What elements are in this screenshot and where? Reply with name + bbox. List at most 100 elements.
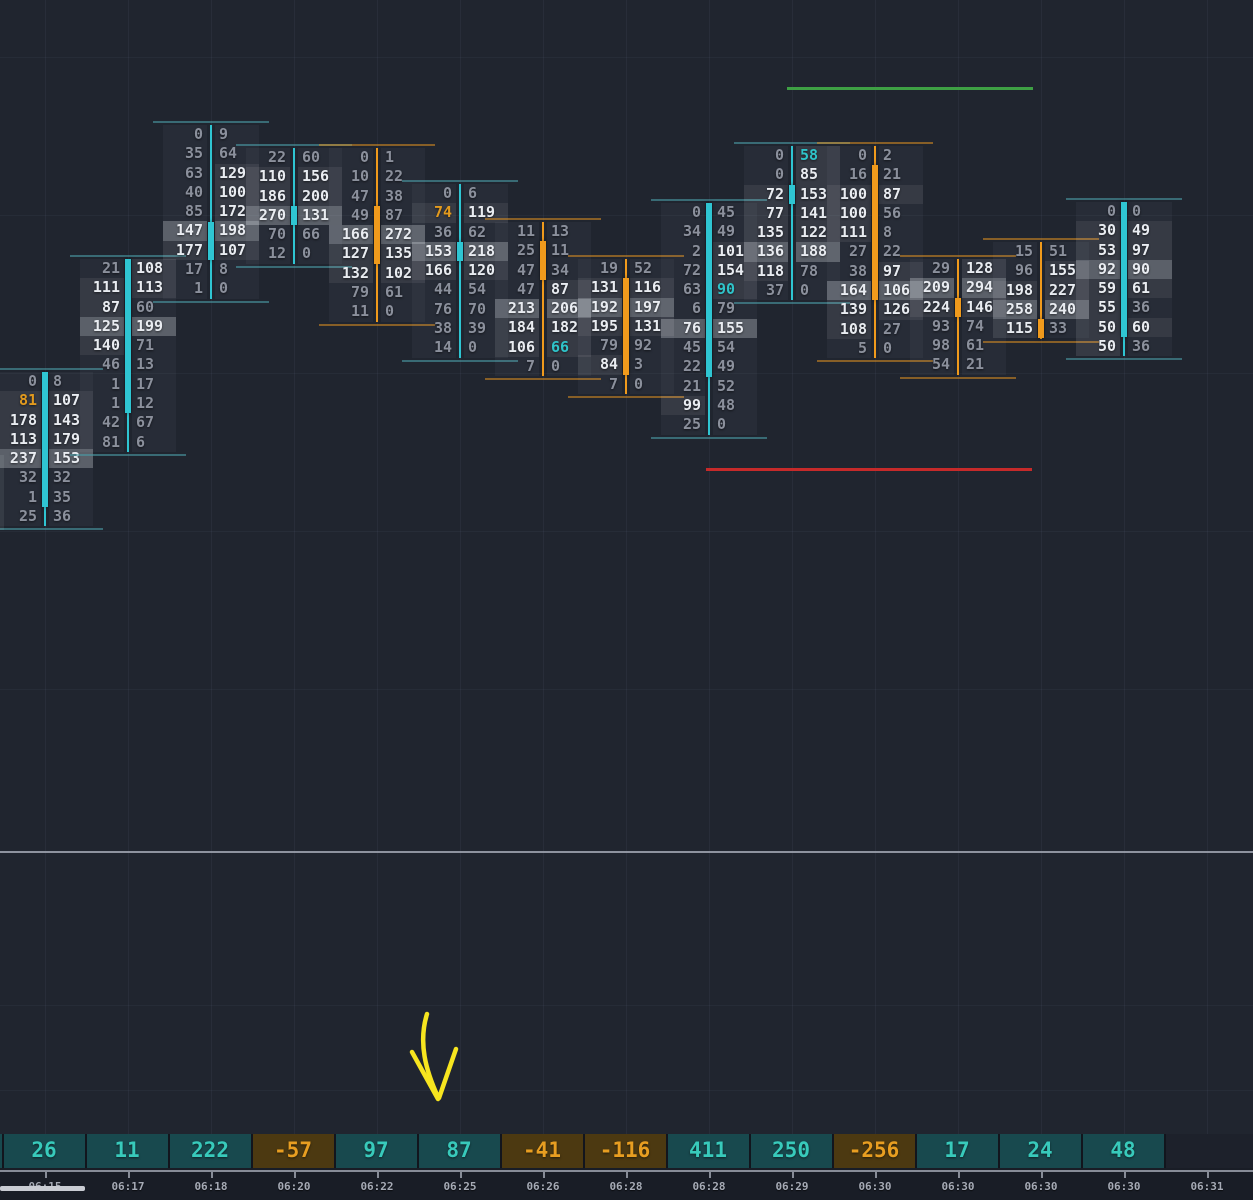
ask-volume-cell: 54 (464, 280, 508, 300)
bid-volume-cell: 100 (827, 184, 871, 204)
price-pane[interactable]: 0 8 81 107 178 143 113 179 237 153 32 32 1 35 25 36 21 10… (0, 0, 1253, 852)
bid-volume-cell: 25 (661, 415, 705, 435)
gridline-horizontal (0, 1090, 1253, 1091)
candle-body (706, 203, 712, 377)
ask-volume-cell: 87 (381, 205, 425, 226)
delta-cell: -256 (833, 1134, 917, 1168)
footprint-row: 135 122 (744, 223, 840, 243)
footprint-row: 192 197 (578, 297, 674, 317)
footprint-row: 81 6 (80, 432, 176, 452)
bid-volume-cell: 127 (329, 244, 373, 264)
ask-volume-cell: 179 (49, 429, 93, 450)
bid-volume-cell: 10 (329, 167, 373, 187)
ask-volume-cell: 0 (215, 279, 259, 299)
footprint-row: 164 106 (827, 281, 923, 301)
candle-body (540, 241, 546, 280)
candle-body (955, 297, 961, 317)
bid-volume-cell: 224 (910, 297, 954, 317)
ask-volume-cell: 8 (49, 372, 93, 392)
footprint-row: 186 200 (246, 186, 342, 206)
ask-volume-cell: 61 (381, 283, 425, 303)
footprint-row: 115 33 (993, 319, 1089, 339)
cluster-range-line-bottom (319, 323, 435, 326)
bid-volume-cell: 136 (744, 242, 788, 262)
ask-volume-cell: 35 (49, 487, 93, 508)
red-level-line[interactable] (706, 468, 1032, 471)
green-level-line[interactable] (787, 87, 1033, 90)
footprint-row: 53 97 (1076, 240, 1172, 260)
time-label: 06:30 (941, 1180, 975, 1193)
bid-volume-cell: 72 (744, 184, 788, 204)
bid-volume-cell: 46 (80, 355, 124, 375)
gridline-vertical (294, 0, 295, 1168)
bid-volume-cell: 164 (827, 281, 871, 301)
cluster-range-line-top (0, 368, 103, 370)
cluster-range-line-top (568, 255, 684, 257)
ask-volume-cell: 126 (879, 300, 923, 320)
ask-volume-cell: 34 (547, 260, 591, 280)
scrollbar-fragment[interactable] (0, 1186, 85, 1191)
bid-volume-cell: 270 (246, 205, 290, 226)
pane-resize-separator[interactable] (0, 851, 1253, 853)
time-axis-tick (45, 1172, 47, 1178)
candle-body (291, 205, 297, 226)
ask-volume-cell: 66 (298, 225, 342, 245)
footprint-row: 42 67 (80, 413, 176, 433)
delta-cell: -41 (501, 1134, 585, 1168)
footprint-row: 198 227 (993, 280, 1089, 300)
footprint-row: 1 12 (80, 394, 176, 414)
footprint-row: 166 272 (329, 225, 425, 245)
bid-volume-cell: 63 (163, 163, 207, 183)
bid-volume-cell: 14 (412, 338, 456, 358)
footprint-row: 50 60 (1076, 317, 1172, 338)
footprint-row: 72 153 (744, 184, 840, 204)
footprint-row: 55 36 (1076, 298, 1172, 318)
gridline-vertical (626, 0, 627, 1168)
time-axis-tick (792, 1172, 794, 1178)
ask-volume-cell: 61 (962, 336, 1006, 356)
bid-volume-cell: 100 (827, 203, 871, 224)
bid-volume-cell: 21 (661, 376, 705, 396)
footprint-row: 25 11 (495, 241, 591, 261)
footprint-row: 11 0 (329, 302, 425, 322)
bid-volume-cell: 0 (329, 148, 373, 168)
candle-body (789, 184, 795, 204)
delta-cell: 97 (335, 1134, 419, 1168)
bid-volume-cell: 76 (661, 318, 705, 339)
footprint-row: 209 294 (910, 278, 1006, 298)
footprint-row: 37 0 (744, 281, 840, 301)
footprint-row: 76 155 (661, 318, 757, 339)
bid-volume-cell: 93 (910, 316, 954, 337)
ask-volume-cell: 9 (215, 125, 259, 145)
time-axis[interactable]: 06:1506:1706:1806:2006:2206:2506:2606:28… (0, 1168, 1253, 1200)
gridline-vertical (709, 0, 710, 1168)
bid-volume-cell: 11 (329, 302, 373, 322)
bid-volume-cell: 186 (246, 186, 290, 206)
footprint-row: 132 102 (329, 263, 425, 284)
ask-volume-cell: 0 (381, 302, 425, 322)
footprint-row: 32 32 (0, 468, 93, 488)
footprint-row: 15 51 (993, 242, 1089, 262)
ask-volume-cell: 90 (713, 280, 757, 300)
ask-volume-cell: 0 (464, 338, 508, 358)
bid-volume-cell: 84 (578, 355, 622, 375)
gridline-vertical (377, 0, 378, 1168)
ask-volume-cell: 107 (49, 391, 93, 411)
ask-volume-cell: 1 (381, 148, 425, 168)
ask-volume-cell: 87 (547, 279, 591, 300)
time-axis-tick (1124, 1172, 1126, 1178)
bid-volume-cell: 22 (661, 357, 705, 377)
ask-volume-cell: 101 (713, 241, 757, 261)
ask-volume-cell: 39 (464, 319, 508, 339)
footprint-row: 184 182 (495, 318, 591, 338)
footprint-row: 153 218 (412, 241, 508, 262)
bid-volume-cell: 96 (993, 261, 1037, 281)
bid-volume-cell: 135 (744, 223, 788, 243)
bid-volume-cell: 76 (412, 299, 456, 320)
bid-volume-cell: 111 (80, 278, 124, 298)
bid-volume-cell: 184 (495, 318, 539, 338)
bid-volume-cell: 37 (744, 281, 788, 301)
ask-volume-cell: 87 (879, 184, 923, 204)
bid-volume-cell: 166 (329, 225, 373, 245)
